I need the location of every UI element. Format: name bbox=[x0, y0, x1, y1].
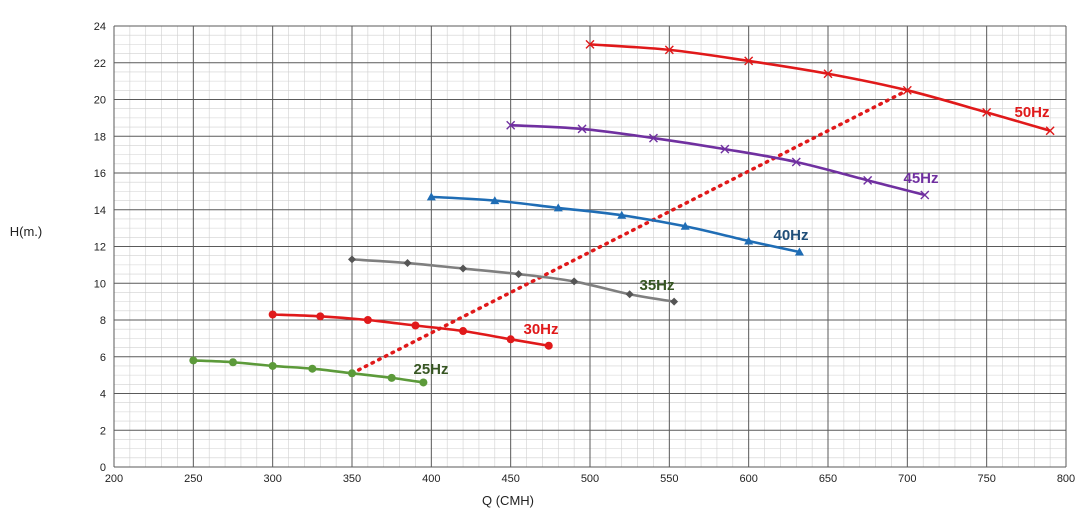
operating-line-group bbox=[350, 88, 910, 376]
data-point-35hz bbox=[625, 290, 634, 299]
data-point-50hz bbox=[902, 85, 912, 95]
x-tick-label: 450 bbox=[501, 473, 519, 485]
series-label-40hz: 40Hz bbox=[773, 227, 808, 244]
x-tick-label: 800 bbox=[1057, 473, 1075, 485]
data-point-40hz bbox=[490, 196, 500, 205]
x-tick-label: 400 bbox=[422, 473, 440, 485]
x-tick-label: 250 bbox=[184, 473, 202, 485]
x-tick-label: 650 bbox=[819, 473, 837, 485]
y-tick-label: 20 bbox=[94, 95, 106, 107]
series-group bbox=[189, 39, 1055, 387]
data-point-25hz bbox=[229, 358, 237, 367]
data-point-35hz bbox=[670, 297, 679, 306]
data-point-30hz bbox=[268, 310, 277, 319]
y-tick-label: 22 bbox=[94, 58, 106, 70]
series-label-group: 50Hz 45Hz 40Hz 35Hz 30Hz 25Hz bbox=[413, 104, 1049, 378]
data-point-45hz bbox=[720, 144, 730, 154]
data-point-45hz bbox=[506, 120, 516, 130]
series-line-35hz bbox=[351, 258, 675, 303]
data-point-45hz bbox=[648, 133, 658, 143]
data-point-30hz bbox=[544, 341, 553, 350]
series-label-30hz: 30Hz bbox=[523, 321, 558, 338]
data-point-40hz bbox=[426, 192, 436, 201]
data-point-40hz bbox=[794, 247, 804, 256]
data-point-35hz bbox=[459, 264, 468, 273]
data-point-40hz bbox=[680, 221, 690, 230]
series-label-50hz: 50Hz bbox=[1014, 104, 1049, 121]
data-point-35hz bbox=[403, 259, 412, 268]
data-point-45hz bbox=[577, 124, 587, 134]
data-point-50hz bbox=[585, 39, 595, 49]
major-gridlines bbox=[113, 25, 1067, 468]
x-tick-label: 700 bbox=[898, 473, 916, 485]
y-tick-label: 6 bbox=[100, 352, 106, 364]
y-tick-label: 16 bbox=[94, 168, 106, 180]
y-tick-label: 4 bbox=[100, 389, 106, 401]
x-tick-label: 500 bbox=[581, 473, 599, 485]
data-point-40hz bbox=[553, 203, 563, 212]
data-point-25hz bbox=[387, 373, 396, 382]
data-point-40hz bbox=[617, 210, 627, 219]
x-tick-label: 750 bbox=[977, 473, 995, 485]
x-tick-label: 200 bbox=[105, 473, 123, 485]
data-point-25hz bbox=[348, 369, 356, 378]
data-point-40hz bbox=[744, 236, 754, 245]
series-label-25hz: 25Hz bbox=[413, 361, 448, 378]
series-line-40hz bbox=[431, 195, 800, 254]
data-point-30hz bbox=[506, 335, 515, 344]
y-tick-label: 0 bbox=[100, 462, 106, 474]
data-point-35hz bbox=[348, 255, 356, 264]
y-tick-label: 8 bbox=[100, 315, 106, 327]
y-tick-label: 24 bbox=[94, 21, 106, 33]
series-label-45hz: 45Hz bbox=[903, 170, 938, 187]
data-point-50hz bbox=[823, 69, 833, 79]
data-point-35hz bbox=[570, 277, 579, 286]
data-point-25hz bbox=[308, 364, 317, 373]
data-point-50hz bbox=[744, 56, 754, 66]
x-tick-labels: 200 250 300 350 400 450 500 550 600 650 700 750 800 bbox=[105, 473, 1075, 485]
data-point-25hz bbox=[189, 356, 198, 365]
data-point-30hz bbox=[316, 312, 325, 321]
data-point-50hz bbox=[1045, 126, 1055, 136]
y-tick-label: 12 bbox=[94, 242, 106, 254]
x-tick-label: 350 bbox=[343, 473, 361, 485]
y-tick-label: 18 bbox=[94, 131, 106, 143]
data-point-50hz bbox=[664, 45, 674, 55]
data-point-30hz bbox=[459, 327, 468, 336]
data-point-35hz bbox=[514, 270, 523, 279]
y-tick-label: 14 bbox=[94, 205, 106, 217]
series-label-35hz: 35Hz bbox=[639, 277, 674, 294]
data-point-45hz bbox=[920, 190, 930, 200]
data-point-50hz bbox=[982, 107, 992, 117]
data-point-30hz bbox=[411, 321, 420, 330]
series-line-45hz bbox=[510, 123, 926, 197]
y-axis-title: H(m.) bbox=[10, 224, 43, 239]
operating-point-line bbox=[350, 88, 910, 376]
data-point-25hz bbox=[419, 378, 428, 387]
data-point-30hz bbox=[363, 316, 372, 324]
y-tick-label: 10 bbox=[94, 278, 106, 290]
x-tick-label: 600 bbox=[739, 473, 757, 485]
x-axis-title: Q (CMH) bbox=[482, 493, 534, 508]
x-tick-label: 550 bbox=[660, 473, 678, 485]
x-tick-label: 300 bbox=[263, 473, 281, 485]
data-point-45hz bbox=[791, 157, 801, 167]
data-point-25hz bbox=[268, 361, 277, 370]
y-tick-label: 2 bbox=[100, 425, 106, 437]
data-point-45hz bbox=[863, 175, 873, 185]
